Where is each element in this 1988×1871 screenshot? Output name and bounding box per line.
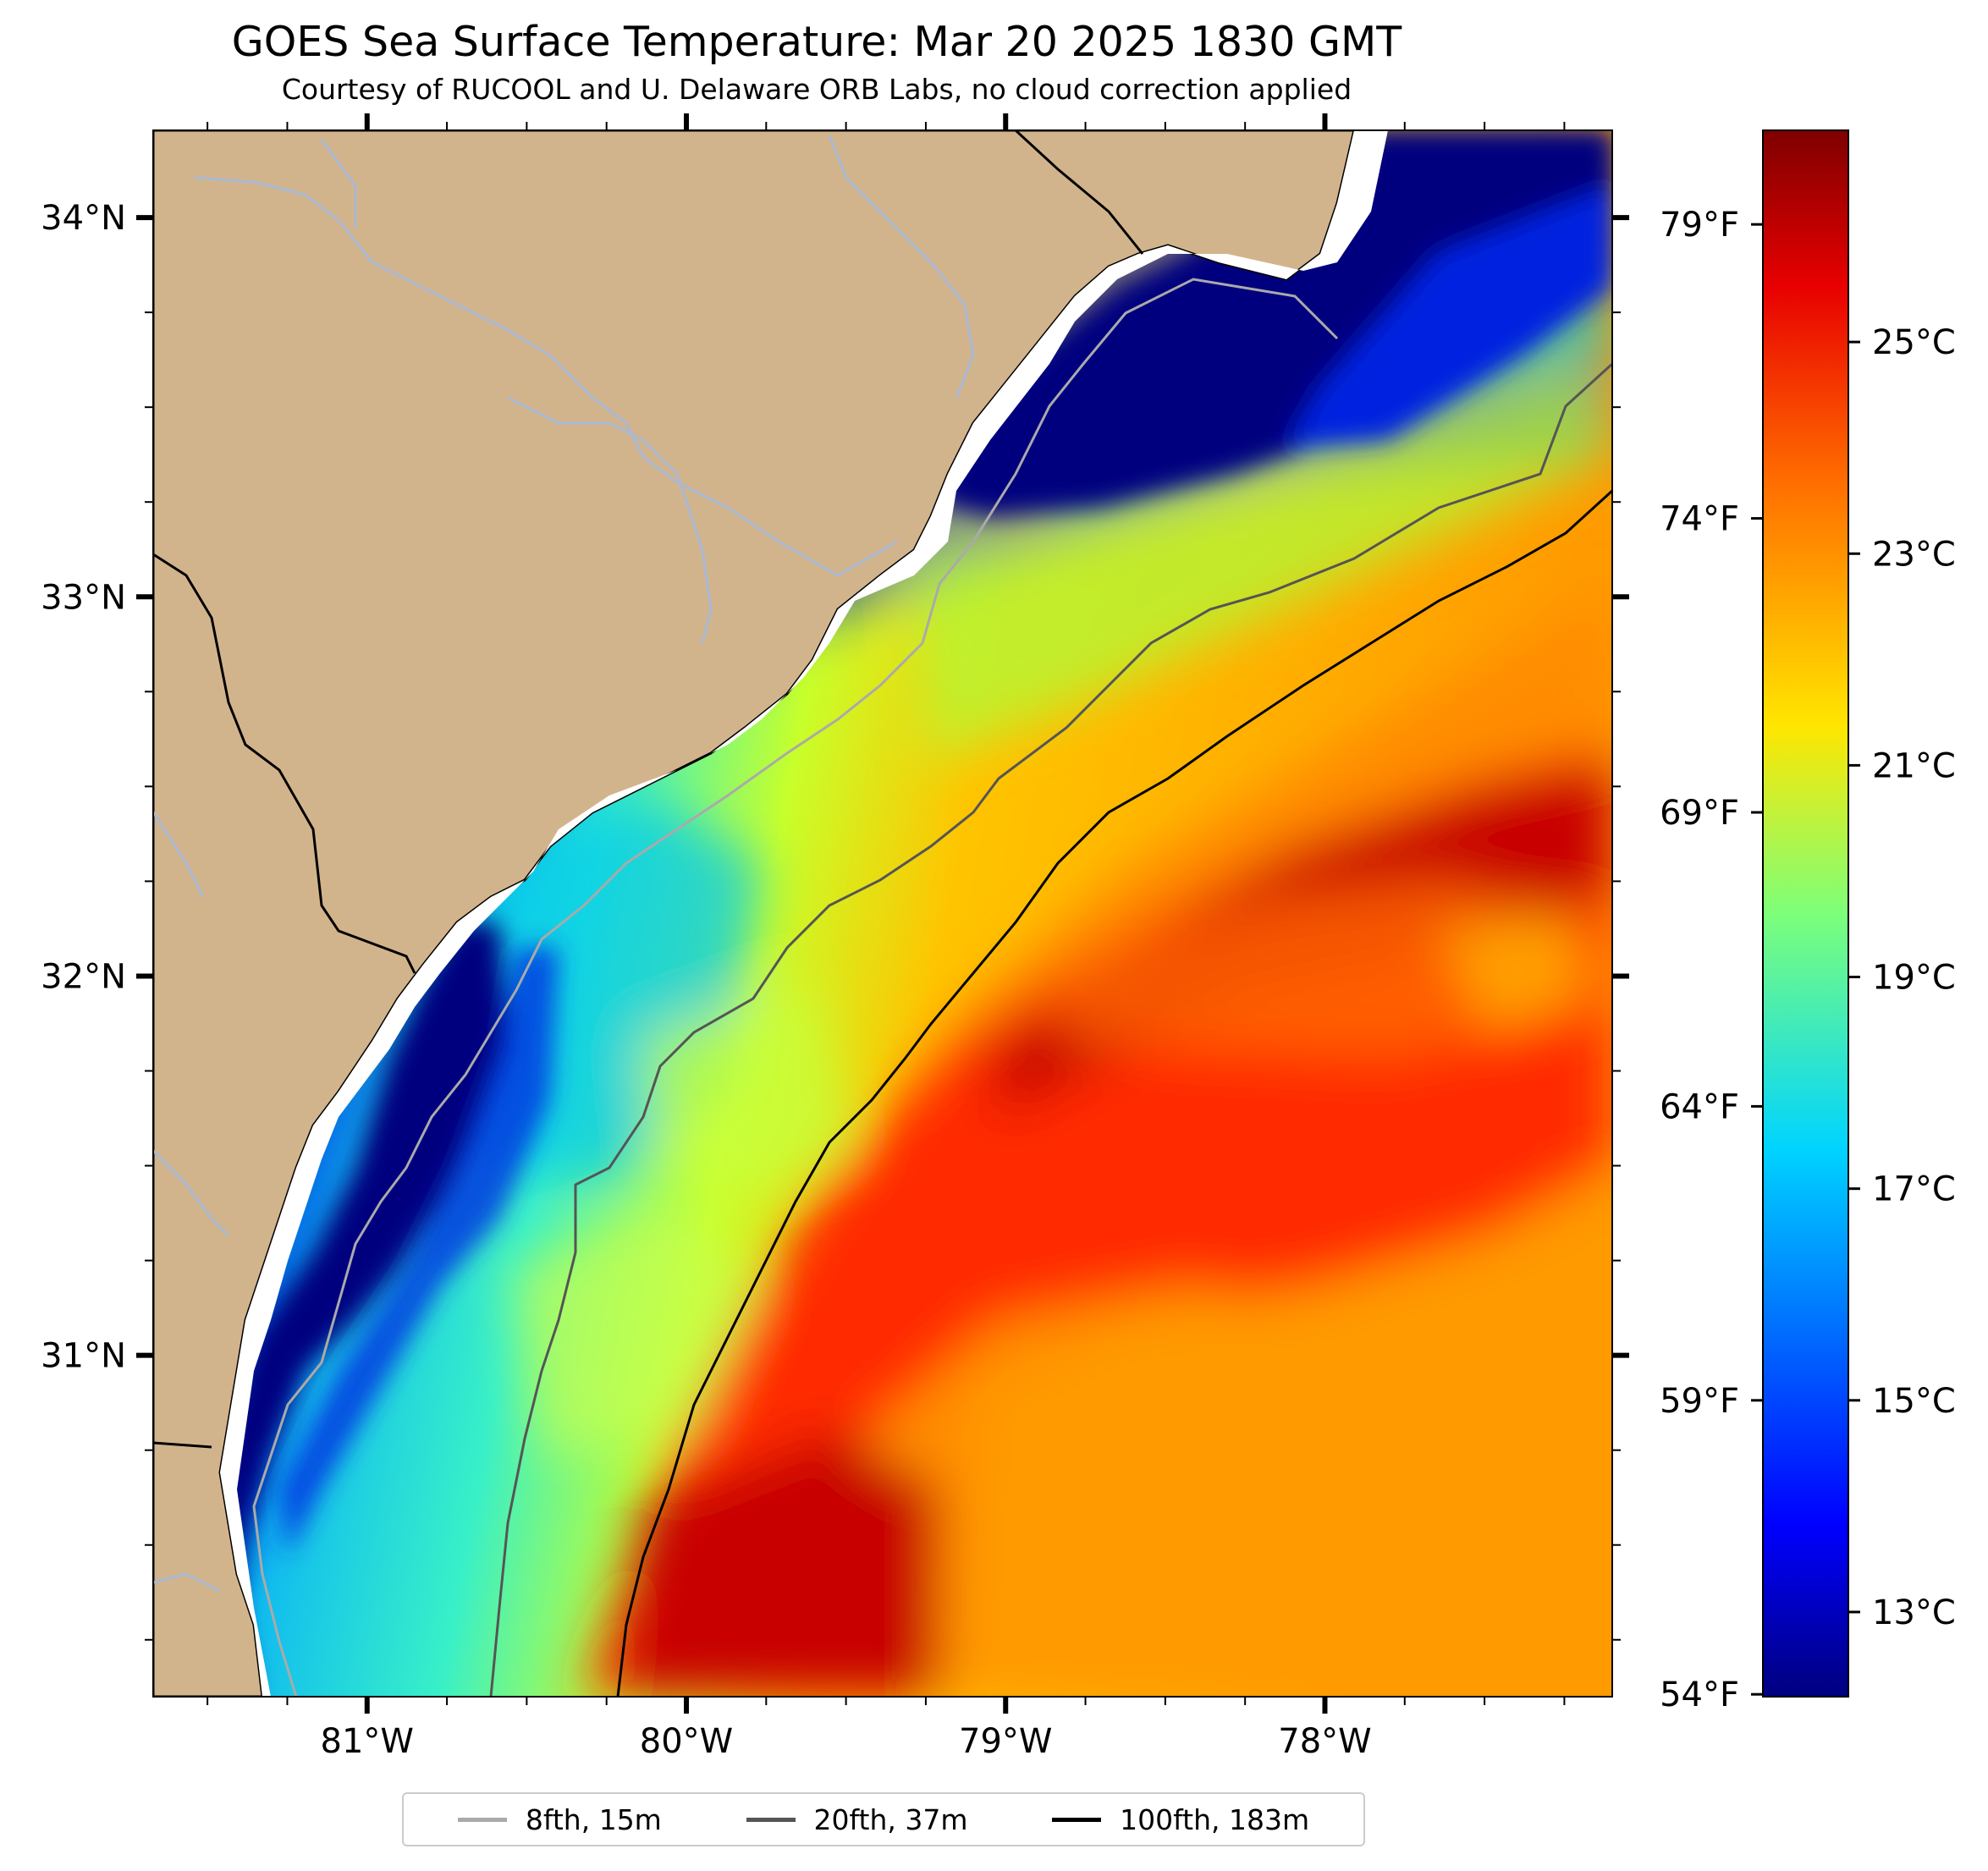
colorbar-label-f: 54°F (1660, 1676, 1739, 1714)
cold-nearshore-band (220, 130, 1612, 1697)
latitude-axis: 34°N 33°N 32°N 31°N (41, 199, 1629, 1376)
colorbar-label-c: 21°C (1872, 746, 1956, 785)
map-subtitle: Courtesy of RUCOOL and U. Delaware ORB L… (281, 73, 1352, 106)
colorbar-label-c: 17°C (1872, 1170, 1956, 1209)
legend-item-100fth: 100fth, 183m (1052, 1803, 1309, 1836)
colorbar-label-c: 19°C (1872, 959, 1956, 998)
legend-label-8fth: 8fth, 15m (525, 1802, 662, 1836)
map-panel (153, 130, 1612, 1697)
colorbar-fahrenheit-labels: 79°F 74°F 69°F 64°F 59°F 54°F (1660, 206, 1763, 1714)
legend-swatch-8fth (457, 1817, 507, 1822)
isobath-20fth (489, 362, 1612, 1697)
isobath-8fth (252, 278, 1339, 1697)
legend-item-20fth: 20fth, 37m (746, 1803, 968, 1836)
map-frame (152, 129, 1613, 1698)
colorbar-label-c: 25°C (1872, 323, 1956, 362)
colorbar-label-c: 13°C (1872, 1593, 1956, 1632)
legend-item-8fth: 8fth, 15m (457, 1802, 662, 1836)
legend-label-20fth: 20fth, 37m (813, 1802, 968, 1836)
isobaths (252, 278, 1612, 1697)
colorbar-label-c: 15°C (1872, 1382, 1956, 1421)
longitude-axis: 81°W 80°W 79°W 78°W (321, 113, 1372, 1761)
colorbar-label-f: 64°F (1660, 1087, 1739, 1126)
legend-swatch-100fth (1052, 1817, 1102, 1822)
lat-tick-label: 34°N (41, 199, 126, 238)
isobath-100fth (616, 489, 1612, 1697)
lon-tick-label: 80°W (640, 1722, 733, 1761)
colorbar-label-f: 59°F (1660, 1382, 1739, 1421)
minor-ticks (145, 122, 1621, 1705)
legend-label-100fth: 100fth, 183m (1120, 1802, 1310, 1836)
lat-tick-label: 33°N (41, 578, 126, 617)
lat-tick-label: 31°N (41, 1337, 126, 1376)
colorbar-celsius-labels: 25°C 23°C 21°C 19°C 17°C 15°C 13°C (1848, 323, 1956, 1632)
lon-tick-label: 78°W (1278, 1722, 1371, 1761)
state-borders (153, 130, 1144, 1449)
isobath-legend: 8fth, 15m 20fth, 37m 100fth, 183m (402, 1792, 1365, 1846)
legend-swatch-20fth (746, 1817, 796, 1822)
map-title: GOES Sea Surface Temperature: Mar 20 202… (231, 18, 1402, 66)
colorbar-label-f: 79°F (1660, 206, 1739, 245)
rivers (153, 135, 975, 1593)
lon-tick-label: 81°W (321, 1722, 414, 1761)
lat-tick-label: 32°N (41, 957, 126, 996)
colorbar-label-c: 23°C (1872, 535, 1956, 574)
colorbar-label-f: 74°F (1660, 500, 1739, 539)
lon-tick-label: 79°W (959, 1722, 1052, 1761)
colorbar-label-f: 69°F (1660, 794, 1739, 833)
colorbar (1762, 129, 1849, 1698)
